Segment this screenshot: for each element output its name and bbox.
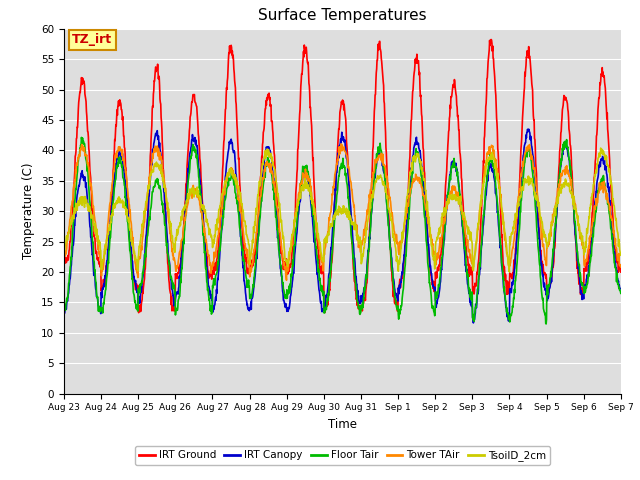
Line: TsoilD_2cm: TsoilD_2cm (64, 148, 621, 272)
IRT Canopy (60, 309, 68, 315)
TsoilD_2cm (506, 269, 513, 275)
Y-axis label: Temperature (C): Temperature (C) (22, 163, 35, 260)
Floor Tair (171, 291, 179, 297)
Tower TAir (170, 255, 178, 261)
IRT Ground (502, 283, 510, 289)
Line: IRT Canopy: IRT Canopy (64, 129, 621, 323)
IRT Canopy (470, 320, 477, 326)
IRT Canopy (246, 305, 254, 311)
Tower TAir (246, 269, 254, 275)
IRT Canopy (184, 172, 191, 178)
TsoilD_2cm (502, 234, 509, 240)
IRT Canopy (429, 283, 436, 289)
IRT Canopy (502, 304, 509, 310)
Tower TAir (552, 204, 559, 210)
X-axis label: Time: Time (328, 418, 357, 431)
Text: TZ_irt: TZ_irt (72, 34, 113, 47)
Title: Surface Temperatures: Surface Temperatures (258, 9, 427, 24)
Floor Tair (429, 304, 437, 310)
IRT Ground (356, 311, 364, 316)
IRT Canopy (170, 296, 178, 301)
Tower TAir (60, 254, 68, 260)
IRT Ground (60, 258, 68, 264)
TsoilD_2cm (170, 248, 178, 253)
Floor Tair (617, 290, 625, 296)
Legend: IRT Ground, IRT Canopy, Floor Tair, Tower TAir, TsoilD_2cm: IRT Ground, IRT Canopy, Floor Tair, Towe… (134, 446, 550, 466)
Tower TAir (429, 248, 437, 254)
Floor Tair (77, 134, 85, 140)
Tower TAir (283, 277, 291, 283)
IRT Ground (246, 260, 254, 266)
Line: Tower TAir: Tower TAir (64, 144, 621, 280)
Floor Tair (542, 321, 550, 327)
IRT Canopy (525, 126, 532, 132)
Line: IRT Ground: IRT Ground (64, 39, 621, 313)
Tower TAir (184, 201, 191, 207)
IRT Ground (487, 36, 495, 42)
Floor Tair (552, 220, 559, 226)
TsoilD_2cm (597, 145, 605, 151)
Tower TAir (337, 141, 345, 147)
IRT Ground (617, 269, 625, 275)
Tower TAir (617, 264, 625, 270)
IRT Ground (429, 286, 437, 291)
TsoilD_2cm (429, 253, 436, 259)
IRT Ground (170, 308, 178, 313)
IRT Canopy (617, 286, 625, 291)
TsoilD_2cm (617, 252, 625, 258)
TsoilD_2cm (184, 191, 191, 197)
Floor Tair (246, 292, 254, 298)
TsoilD_2cm (60, 247, 68, 253)
IRT Ground (184, 151, 191, 157)
IRT Ground (552, 229, 559, 235)
IRT Canopy (552, 228, 559, 233)
TsoilD_2cm (246, 258, 254, 264)
Floor Tair (60, 304, 68, 310)
Tower TAir (502, 242, 510, 248)
Floor Tair (502, 299, 509, 304)
TsoilD_2cm (551, 203, 559, 209)
Floor Tair (184, 178, 192, 183)
Line: Floor Tair: Floor Tair (64, 137, 621, 324)
